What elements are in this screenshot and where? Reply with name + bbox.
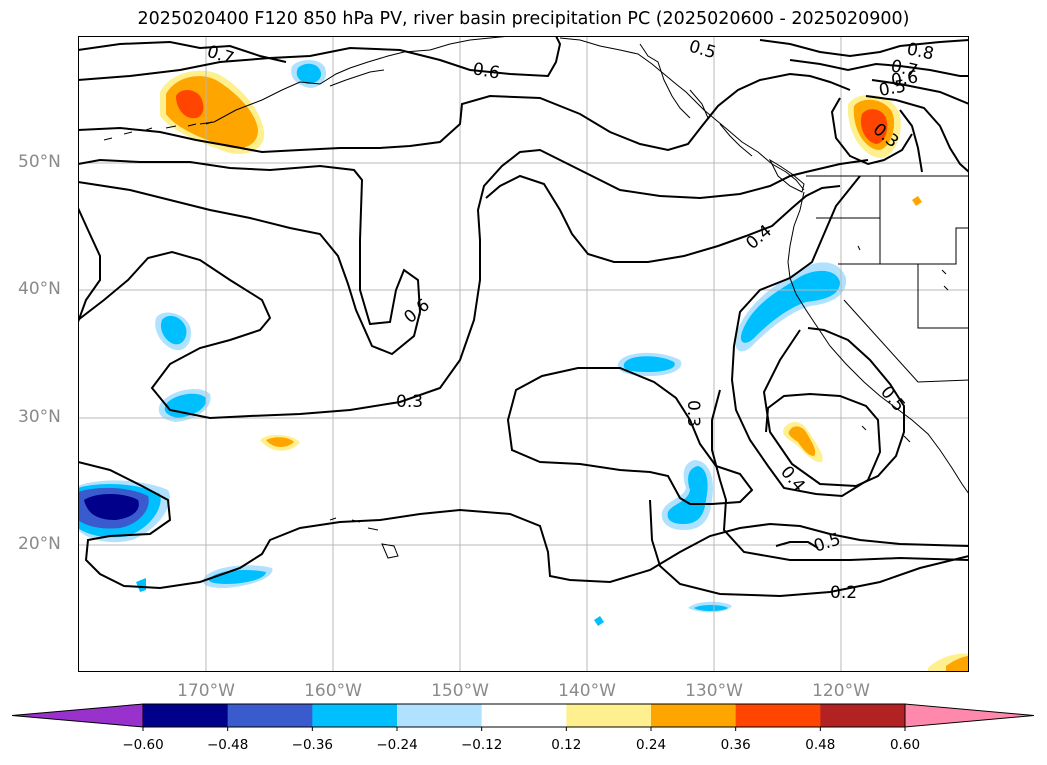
colorbar-bin (651, 704, 737, 727)
anomaly-negative-west-pacific-north-core (160, 315, 187, 345)
colorbar-tick-label: −0.36 (291, 737, 334, 753)
colorbar-bin (397, 704, 483, 727)
graticule (78, 36, 969, 672)
anomaly-positive-baja-offshore-core (788, 426, 816, 456)
map-panel: 0.7 0.6 0.5 0.8 0.7 0.6 0.5 0.3 0.4 0.6 … (78, 36, 969, 672)
anomaly-negative-southeast-pacific-core (667, 466, 708, 524)
precip-anomaly-shading (78, 60, 969, 672)
lon-label-160w: 160°W (304, 681, 362, 701)
lon-label-130w: 130°W (685, 681, 743, 701)
colorbar-tick-label: 0.60 (889, 737, 921, 753)
channel-islands (857, 245, 949, 443)
anomaly-negative-aleutian-core (296, 63, 322, 84)
map-title: 2025020400 F120 850 hPa PV, river basin … (137, 9, 910, 29)
coastlines (103, 36, 969, 559)
contour-label: 0.5 (877, 77, 907, 101)
colorbar-tick-label: 0.12 (551, 737, 582, 753)
colorbar-tick-label: −0.12 (460, 737, 503, 753)
anomaly-negative-tropics-central (594, 616, 604, 626)
anomaly-positive-alaska-core (166, 76, 258, 149)
lon-label-170w: 170°W (177, 681, 235, 701)
anomaly-negative-tropics-east-core (694, 605, 728, 611)
contour-label: 0.3 (683, 400, 703, 427)
contour-label: 0.6 (400, 295, 434, 328)
colorbar-tick-label: 0.48 (805, 737, 836, 753)
lon-label-120w: 120°W (812, 681, 870, 701)
pv-contours (78, 36, 969, 598)
pv-contour-0.8 (759, 39, 969, 58)
pv-contour-bc-loop (830, 97, 913, 166)
pv-contour-0.5-northeast (865, 95, 969, 173)
colorbar-bin (820, 704, 906, 727)
pv-contour-0.3-west (78, 148, 869, 420)
colorbar-bin (735, 704, 821, 727)
lat-label-50n: 50°N (18, 152, 61, 172)
colorbar-over-extension (904, 703, 1035, 728)
colorbar-tick-label: 0.36 (720, 737, 751, 753)
anomaly-negative-california-core (740, 270, 840, 343)
lon-label-140w: 140°W (558, 681, 616, 701)
lon-label-150w: 150°W (431, 681, 489, 701)
aleutian-islands (103, 121, 213, 141)
anomaly-positive-bc-max (860, 109, 888, 144)
colorbar-bin (227, 704, 313, 727)
pv-contour-0.7-alaska (78, 40, 287, 63)
colorbar-bin (481, 704, 567, 727)
pv-contour-0.6-meander (78, 158, 422, 356)
southeast-alaska-islands (639, 43, 753, 157)
pv-contour-0.2 (649, 499, 969, 598)
gulf-of-alaska-coast (559, 37, 805, 191)
contour-label: 0.6 (471, 59, 501, 83)
pv-contour-0.3-central-loop (506, 367, 754, 505)
anomaly-positive-idaho (912, 196, 922, 206)
pv-contour-0.4-central (485, 174, 841, 263)
colorbar-tick-label: 0.24 (635, 737, 667, 753)
pv-contour-0.7-northeast (789, 59, 969, 77)
alaska-coast (199, 36, 511, 125)
colorbar-outline (142, 703, 906, 728)
anomaly-positive-west-pacific-core (266, 437, 294, 447)
colorbar-tick-label: −0.48 (206, 737, 249, 753)
anomaly-negative-west-pacific-south-max (84, 494, 139, 520)
colorbar-bins (11, 703, 1035, 731)
anomaly-negative-central-pacific-core (623, 356, 675, 372)
colorbar-tick-label: −0.60 (122, 737, 164, 753)
contour-label: 0.3 (396, 392, 423, 412)
pv-contour-0.3-south (78, 461, 969, 590)
hawaii-islands (329, 517, 399, 559)
pv-contour-0.6-northeast (871, 79, 969, 105)
anomaly-positive-mexico-core (946, 656, 969, 672)
anomaly-positive-alaska-max (176, 90, 204, 119)
pv-contour-0.4-southeast (711, 389, 969, 561)
colorbar-bin (143, 704, 229, 727)
contour-labels: 0.7 0.6 0.5 0.8 0.7 0.6 0.5 0.3 0.4 0.6 … (204, 37, 935, 603)
vancouver-island (768, 158, 805, 193)
colorbar-tick-label: −0.24 (376, 737, 418, 753)
pv-contour-0.3-bc (899, 109, 923, 173)
lat-label-30n: 30°N (18, 407, 61, 427)
contour-label: 0.2 (830, 583, 857, 603)
colorbar-bin (566, 704, 652, 727)
us-state-borders (816, 176, 969, 383)
alaska-peninsula-coast (329, 69, 385, 87)
us-west-coast (787, 191, 969, 495)
colorbar-under-extension (11, 703, 144, 728)
anomaly-negative-hawaii-south (136, 578, 146, 592)
pv-contour-0.6-alaska (78, 36, 562, 81)
colorbar-bin (312, 704, 398, 727)
lat-label-20n: 20°N (18, 534, 61, 554)
contour-label: 0.5 (687, 37, 719, 64)
lat-label-40n: 40°N (18, 279, 61, 299)
pv-contour-0.5-south-marker (775, 541, 819, 549)
contour-label: 0.6 (890, 67, 920, 91)
pv-contour-0.4-east (730, 175, 882, 498)
pv-contour-0.5-east (762, 327, 905, 488)
pv-contour-0.4-west (78, 207, 101, 323)
pv-contour-0.5-north (78, 72, 851, 154)
contour-label: 0.5 (811, 529, 843, 556)
